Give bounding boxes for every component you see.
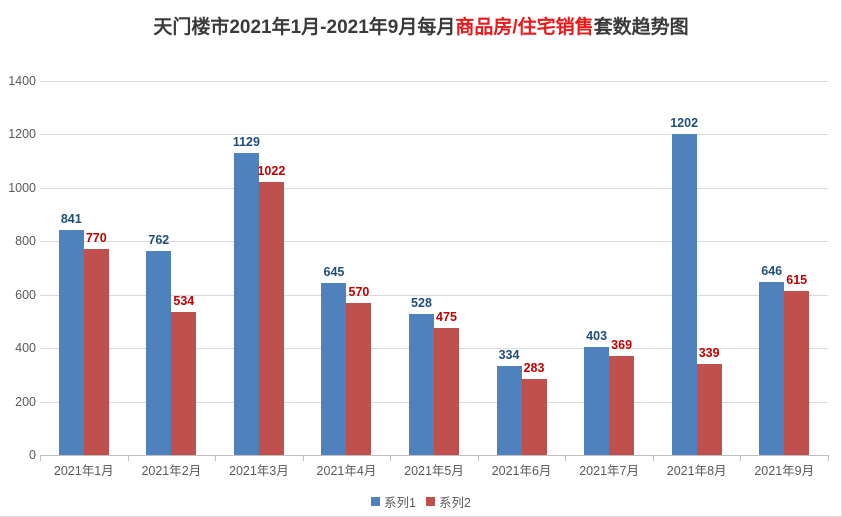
x-axis-category-label: 2021年7月 — [579, 464, 639, 478]
bar[interactable] — [58, 230, 84, 455]
bars-layer: 841 770 762 534 1129 1022 645 570 528 475 334 283 40… — [40, 81, 829, 461]
bar-group: 762 534 — [127, 81, 216, 461]
bar[interactable] — [346, 302, 372, 455]
gridline — [40, 81, 828, 82]
chart-title: 天门楼市2021年1月-2021年9月每月商品房/住宅销售套数趋势图 — [0, 12, 842, 39]
bar-value-label: 369 — [611, 338, 633, 353]
bar-group: 646 615 — [740, 81, 828, 461]
bar[interactable] — [609, 356, 635, 455]
y-axis-tick-label: 0 — [29, 448, 36, 462]
bar[interactable] — [496, 365, 522, 455]
bar-value-label: 615 — [786, 272, 808, 287]
legend-label: 系列2 — [439, 496, 471, 510]
y-axis-tick-label: 600 — [15, 287, 36, 302]
legend-item-1[interactable]: 系列1 — [371, 492, 416, 511]
chart-legend: 系列1 系列2 — [0, 492, 842, 511]
chart-title-segment-highlight: 商品房/住宅销售 — [455, 17, 594, 38]
bar-group: 403 369 — [565, 81, 653, 461]
bar-value-label: 1022 — [257, 163, 286, 178]
x-axis-category-label: 2021年8月 — [666, 464, 727, 478]
bar-value-label: 770 — [85, 231, 107, 246]
legend-label: 系列1 — [384, 496, 416, 510]
bar[interactable] — [433, 328, 459, 455]
y-axis-tick-label: 200 — [15, 394, 36, 409]
legend-item-2[interactable]: 系列2 — [426, 492, 471, 511]
y-axis-tick-label: 1400 — [8, 74, 36, 88]
chart-title-segment-1: 天门楼市2021年1月-2021年9月每月 — [153, 17, 456, 38]
x-axis-tick — [652, 455, 654, 461]
bar-group-end — [828, 81, 829, 461]
bar-value-label: 283 — [523, 361, 545, 376]
bar[interactable] — [696, 364, 722, 455]
x-axis-tick — [740, 455, 742, 461]
x-axis-category-label: 2021年4月 — [316, 464, 377, 478]
y-axis-tick-label: 800 — [15, 234, 36, 249]
x-axis-tick — [215, 455, 217, 461]
bar-value-label: 1202 — [670, 115, 699, 130]
bar-value-label: 841 — [60, 212, 82, 227]
bar-value-label: 645 — [323, 264, 345, 279]
x-axis-category-label: 2021年2月 — [141, 464, 202, 478]
bar[interactable] — [146, 251, 172, 455]
bar[interactable] — [584, 347, 610, 455]
y-axis-tick-label: 400 — [15, 341, 36, 356]
bar-group: 1129 1022 — [215, 81, 303, 461]
x-axis-tick — [477, 455, 479, 461]
x-axis-category-label: 2021年9月 — [754, 464, 815, 478]
bar[interactable] — [233, 153, 259, 455]
bar-group: 645 570 — [302, 81, 391, 461]
x-axis-tick — [565, 455, 567, 461]
bar[interactable] — [759, 282, 785, 455]
x-axis-tick — [302, 455, 304, 461]
x-axis-category-label: 2021年3月 — [228, 464, 289, 478]
bar-value-label: 646 — [761, 264, 783, 279]
x-axis-tick — [828, 455, 829, 461]
bar-value-label: 570 — [348, 284, 370, 299]
x-axis-category-label: 2021年6月 — [491, 464, 552, 478]
bar-value-label: 534 — [173, 294, 195, 309]
bar[interactable] — [408, 313, 434, 455]
y-axis-labels: 0 200 400 600 800 1000 1200 1400 — [0, 0, 36, 517]
bar-group: 1202 339 — [652, 81, 741, 461]
bar[interactable] — [258, 181, 284, 455]
gridline — [40, 187, 828, 189]
bar-value-label: 475 — [436, 310, 457, 325]
x-axis-category-label: 2021年5月 — [404, 464, 464, 478]
bar[interactable] — [83, 249, 109, 455]
x-axis-tick — [127, 455, 129, 461]
bar-value-label: 1129 — [232, 135, 260, 150]
chart-title-segment-3: 套数趋势图 — [593, 17, 689, 38]
bar-group: 528 475 — [390, 81, 478, 461]
x-axis-labels: 2021年1月 2021年2月 2021年3月 2021年4月 2021年5月 2021年… — [40, 460, 828, 484]
legend-swatch-icon — [426, 497, 435, 506]
legend-swatch-icon — [371, 497, 381, 506]
bar-group: 841 770 — [40, 81, 128, 461]
bar-group: 334 283 — [477, 81, 566, 461]
bar-value-label: 339 — [698, 346, 720, 361]
x-axis-tick — [40, 455, 41, 461]
bar[interactable] — [671, 133, 697, 455]
bar-value-label: 528 — [411, 295, 432, 310]
bar-value-label: 762 — [148, 233, 170, 248]
x-axis-category-label: 2021年1月 — [53, 464, 114, 478]
bar[interactable] — [784, 290, 810, 455]
bar-value-label: 403 — [586, 329, 608, 344]
gridline — [40, 294, 828, 296]
y-axis-tick-label: 1000 — [8, 180, 36, 195]
bar[interactable] — [321, 282, 347, 455]
bar[interactable] — [171, 312, 197, 455]
gridline — [40, 134, 828, 136]
x-axis-line — [40, 455, 828, 456]
y-axis-tick-label: 1200 — [8, 127, 36, 142]
gridline — [40, 241, 828, 243]
bar-value-label: 334 — [498, 347, 520, 362]
bar[interactable] — [521, 379, 547, 455]
x-axis-tick — [390, 455, 392, 461]
